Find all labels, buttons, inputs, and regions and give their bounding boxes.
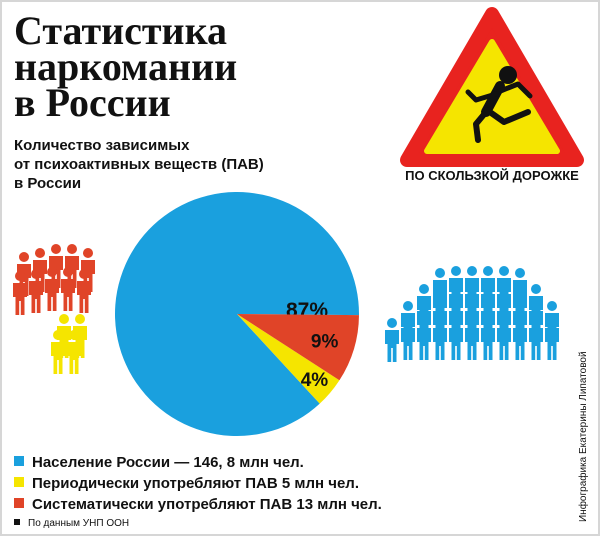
legend: Население России — 146, 8 млн чел. Перио… xyxy=(14,454,382,513)
blue-crowd xyxy=(385,266,559,362)
legend-item-periodic: Периодически употребляют ПАВ 5 млн чел. xyxy=(32,475,359,492)
sign-caption: ПО СКОЛЬЗКОЙ ДОРОЖКЕ xyxy=(405,168,579,183)
credit-vertical: Инфографика Екатерины Липатовой xyxy=(577,351,589,522)
pie-slice-periodic xyxy=(237,314,340,404)
legend-item-systematic: Систематически употребляют ПАВ 13 млн че… xyxy=(32,496,382,513)
subtitle-line-3: в России xyxy=(14,175,81,192)
red-crowd xyxy=(13,244,95,315)
title-line-3: в России xyxy=(14,80,171,125)
legend-item-population: Население России — 146, 8 млн чел. xyxy=(32,454,304,471)
source-bullet xyxy=(14,519,20,525)
pie-label-periodic: 4% xyxy=(301,370,329,391)
pie-label-systematic: 9% xyxy=(311,331,339,352)
subtitle-line-1: Количество зависимых xyxy=(14,137,190,154)
pie-chart: 87%4%9% xyxy=(114,191,359,436)
person-icon xyxy=(385,318,399,362)
slipping-person-icon xyxy=(465,66,533,143)
pie-slice-systematic xyxy=(237,314,359,381)
title-line-1: Статистика xyxy=(14,8,227,53)
title-line-2: наркомании xyxy=(14,44,237,89)
legend-swatch-blue xyxy=(14,456,24,466)
yellow-crowd xyxy=(51,314,87,374)
subtitle-line-2: от психоактивных веществ (ПАВ) xyxy=(14,156,264,173)
legend-swatch-red xyxy=(14,498,24,508)
pie-slice-population xyxy=(114,191,359,436)
legend-swatch-yellow xyxy=(14,477,24,487)
source-note: По данным УНП ООН xyxy=(28,518,129,529)
warning-sign-icon xyxy=(400,7,584,167)
